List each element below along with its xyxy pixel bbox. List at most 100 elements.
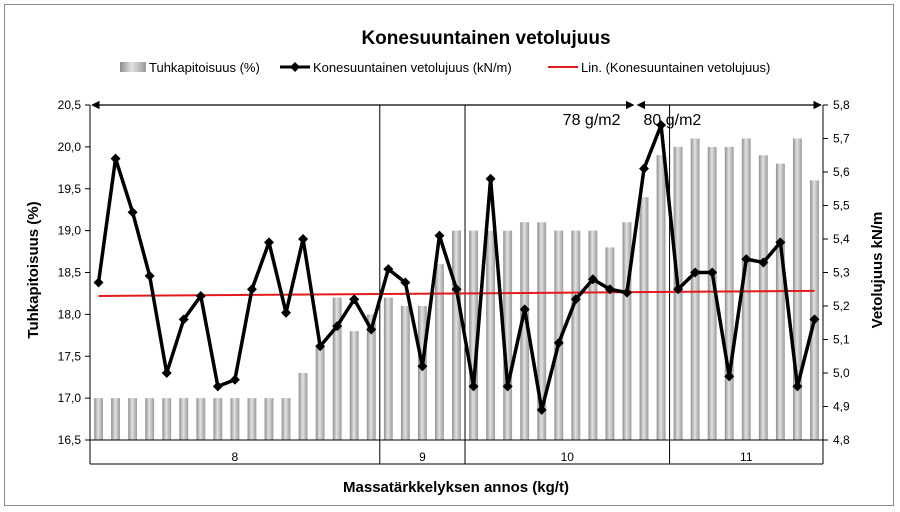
bar [162, 398, 172, 440]
y2-tick-label: 5,2 [833, 299, 850, 313]
strength-point [332, 321, 343, 332]
y-tick-label: 18,0 [58, 307, 82, 321]
x-axis-title: Massatärkkelyksen annos (kg/t) [343, 479, 569, 496]
strength-point [553, 337, 564, 348]
chart-frame [4, 4, 894, 506]
bar [435, 264, 444, 440]
strength-point [229, 374, 240, 385]
strength-point [315, 341, 326, 352]
legend-label-strength: Konesuuntainen vetolujuus (kN/m) [313, 60, 512, 75]
bar-series [94, 138, 819, 440]
y-axis-title: Tuhkapitoisuus (%) [25, 201, 42, 338]
legend-swatch-ash [120, 62, 146, 72]
bar [332, 297, 342, 440]
strength-point [383, 264, 394, 275]
y2-axis-title: Vetolujuus kN/m [869, 212, 886, 329]
bar [639, 197, 649, 440]
strength-point [349, 294, 360, 305]
strength-point [400, 277, 411, 288]
strength-point [366, 324, 377, 335]
bar [349, 331, 359, 440]
bar [707, 146, 717, 440]
bar [792, 138, 802, 440]
strength-point [434, 230, 445, 241]
y2-tick-label: 4,8 [833, 433, 850, 447]
strength-point [639, 163, 650, 174]
strength-point [502, 381, 513, 392]
strength-point [246, 284, 257, 295]
bar [145, 398, 155, 440]
bar [94, 398, 103, 440]
annotations: 78 g/m2 80 g/m2 [91, 100, 822, 129]
strength-point [707, 267, 718, 278]
strength-point [451, 284, 462, 295]
bar [690, 138, 700, 440]
bar [315, 347, 325, 440]
annotation-label: 80 g/m2 [643, 112, 701, 129]
bar [554, 230, 564, 440]
bar [281, 398, 291, 440]
y2-tick-label: 5,5 [833, 199, 850, 213]
strength-point [741, 254, 752, 265]
strength-point [587, 274, 598, 285]
bar [383, 297, 393, 440]
group-label: 9 [419, 450, 426, 464]
y-tick-label: 17,5 [58, 349, 82, 363]
strength-point [656, 120, 667, 131]
y2-tick-label: 5,7 [833, 132, 850, 146]
y-tick-label: 16,5 [58, 433, 82, 447]
bar [111, 398, 121, 440]
bar [724, 146, 734, 440]
y2-tick-label: 5,8 [833, 98, 850, 112]
strength-point [673, 284, 684, 295]
legend-swatch-strength-marker [290, 62, 300, 72]
strength-point [110, 153, 121, 164]
legend-label-ash: Tuhkapitoisuus (%) [149, 60, 260, 75]
group-label: 10 [561, 450, 575, 464]
strength-point [144, 270, 155, 281]
y-tick-label: 18,5 [58, 266, 82, 280]
y-tick-label: 19,5 [58, 182, 82, 196]
bar [298, 373, 308, 440]
strength-point [178, 314, 189, 325]
bar [230, 398, 240, 440]
left-axis-ticks: 16,5 17,0 17,5 18,0 18,5 19,0 19,5 20,0 20,5 [58, 98, 90, 447]
category-group-axis: 8 9 10 11 [89, 440, 824, 465]
bar [417, 306, 427, 440]
bar [741, 138, 751, 440]
y2-tick-label: 5,6 [833, 165, 850, 179]
strength-point [775, 237, 786, 248]
bar [400, 306, 410, 440]
y2-tick-label: 5,3 [833, 266, 850, 280]
strength-point [468, 381, 479, 392]
y-tick-label: 19,0 [58, 224, 82, 238]
strength-point [690, 267, 701, 278]
bar [775, 163, 785, 440]
strength-point [417, 361, 428, 372]
bar [622, 222, 632, 440]
bar [469, 230, 478, 440]
bar [247, 398, 257, 440]
bar [128, 398, 138, 440]
bar [213, 398, 223, 440]
legend-label-trendline: Lin. (Konesuuntainen vetolujuus) [581, 60, 770, 75]
strength-point [298, 234, 309, 244]
bar [452, 230, 461, 440]
bar [571, 230, 581, 440]
bar [486, 230, 496, 440]
group-label: 8 [232, 450, 239, 464]
strength-point [604, 284, 615, 295]
group-label: 11 [740, 450, 753, 464]
strength-point [724, 371, 735, 382]
bar [520, 222, 530, 440]
strength-point [127, 207, 138, 218]
strength-point [281, 307, 292, 318]
strength-point [93, 277, 104, 288]
y2-tick-label: 4,9 [833, 400, 850, 414]
bar [366, 314, 376, 440]
strength-point [570, 294, 581, 305]
bar [179, 398, 189, 440]
strength-point [519, 304, 530, 315]
strength-point [809, 314, 820, 325]
